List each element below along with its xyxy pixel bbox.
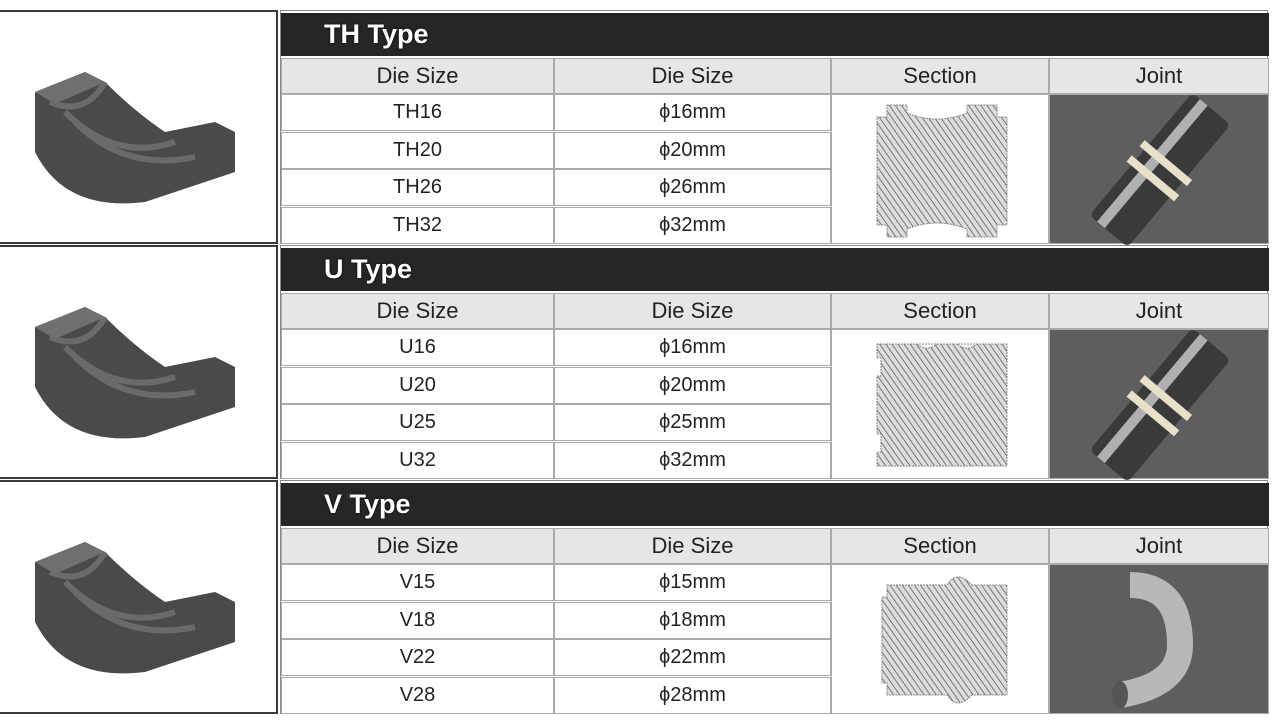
type-title: TH Type — [281, 13, 1269, 56]
elbow-fitting-image — [1049, 564, 1269, 714]
th-die-image — [0, 10, 278, 244]
diameter-cell: ϕ28mm — [554, 676, 831, 714]
th-profile-section — [831, 94, 1049, 244]
die-size-cell: V15 — [281, 564, 554, 601]
section-2: V Type Die Size Die Size Section Joint V15 ϕ15… — [0, 480, 1270, 714]
diameter-cell: ϕ16mm — [554, 94, 831, 131]
diameter-cell: ϕ15mm — [554, 564, 831, 601]
die-table: V Type Die Size Die Size Section Joint V15 ϕ15… — [280, 480, 1269, 714]
column-header: Die Size — [281, 293, 554, 329]
die-size-cell: TH16 — [281, 94, 554, 131]
section-0: TH Type Die Size Die Size Section Joint TH16 ϕ… — [0, 10, 1270, 245]
die-size-cell: V22 — [281, 639, 554, 676]
v-die-image — [0, 480, 278, 714]
column-header: Section — [831, 528, 1049, 564]
diameter-cell: ϕ20mm — [554, 131, 831, 169]
diameter-cell: ϕ16mm — [554, 329, 831, 366]
column-header: Section — [831, 58, 1049, 94]
diameter-cell: ϕ32mm — [554, 206, 831, 244]
diameter-cell: ϕ26mm — [554, 169, 831, 206]
column-header: Joint — [1049, 58, 1269, 94]
die-size-cell: V28 — [281, 676, 554, 714]
diameter-cell: ϕ20mm — [554, 366, 831, 404]
die-size-cell: V18 — [281, 601, 554, 639]
column-header: Die Size — [554, 58, 831, 94]
die-size-cell: TH20 — [281, 131, 554, 169]
column-header: Joint — [1049, 293, 1269, 329]
type-title: V Type — [281, 483, 1269, 526]
column-header: Die Size — [281, 58, 554, 94]
section-1: U Type Die Size Die Size Section Joint U16 ϕ16… — [0, 245, 1270, 480]
die-size-cell: U25 — [281, 404, 554, 441]
column-header: Section — [831, 293, 1049, 329]
die-size-cell: U20 — [281, 366, 554, 404]
column-header: Die Size — [554, 528, 831, 564]
u-profile-section — [831, 329, 1049, 479]
column-header: Die Size — [554, 293, 831, 329]
v-profile-section — [831, 564, 1049, 714]
die-table: TH Type Die Size Die Size Section Joint TH16 ϕ… — [280, 10, 1269, 245]
die-table: U Type Die Size Die Size Section Joint U16 ϕ16… — [280, 245, 1269, 480]
diameter-cell: ϕ18mm — [554, 601, 831, 639]
column-header: Joint — [1049, 528, 1269, 564]
die-size-cell: U32 — [281, 441, 554, 479]
type-title: U Type — [281, 248, 1269, 291]
column-header: Die Size — [281, 528, 554, 564]
die-size-cell: TH32 — [281, 206, 554, 244]
diameter-cell: ϕ25mm — [554, 404, 831, 441]
die-size-cell: U16 — [281, 329, 554, 366]
straight-coupling-image — [1049, 329, 1269, 480]
diameter-cell: ϕ22mm — [554, 639, 831, 676]
diameter-cell: ϕ32mm — [554, 441, 831, 479]
u-die-image — [0, 245, 278, 479]
straight-coupling-image — [1049, 94, 1269, 245]
die-size-cell: TH26 — [281, 169, 554, 206]
